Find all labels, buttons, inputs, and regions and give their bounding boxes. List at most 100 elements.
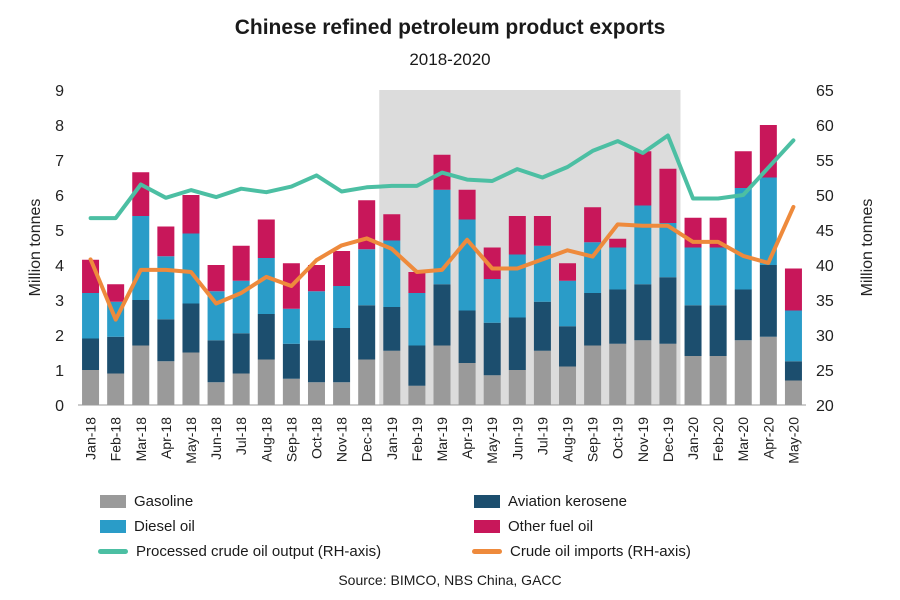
bar-other-fuel-oil-aug-18 xyxy=(257,219,275,258)
bar-aviation-kerosene-may-18 xyxy=(182,303,200,353)
bar-diesel-oil-sep-18 xyxy=(282,308,300,344)
bar-gasoline-dec-18 xyxy=(358,359,376,405)
x-tick-label: Feb-20 xyxy=(710,417,726,462)
y-tick-label-left: 3 xyxy=(55,293,64,310)
bar-aviation-kerosene-jul-18 xyxy=(232,333,250,374)
bar-diesel-oil-mar-20 xyxy=(734,188,752,290)
x-tick-label: Jul-18 xyxy=(233,417,249,455)
bar-gasoline-apr-19 xyxy=(458,363,476,405)
bar-aviation-kerosene-jun-19 xyxy=(508,317,526,370)
x-tick-label: May-20 xyxy=(785,417,801,464)
y-axis-title-left: Million tonnes xyxy=(27,199,44,297)
x-tick-label: Apr-18 xyxy=(158,417,174,459)
bar-diesel-oil-aug-18 xyxy=(257,258,275,314)
legend-label-other-fuel-oil: Other fuel oil xyxy=(508,518,594,535)
bar-gasoline-mar-19 xyxy=(433,345,451,405)
legend-other-fuel-oil: Other fuel oil xyxy=(474,518,593,535)
bar-gasoline-mar-18 xyxy=(132,345,150,405)
bar-diesel-oil-mar-18 xyxy=(132,216,150,300)
bar-aviation-kerosene-apr-20 xyxy=(759,265,777,337)
bar-aviation-kerosene-oct-18 xyxy=(307,340,325,383)
bar-gasoline-aug-18 xyxy=(257,359,275,405)
bar-aviation-kerosene-mar-18 xyxy=(132,300,150,346)
bar-gasoline-feb-19 xyxy=(408,385,426,405)
x-tick-label: Jul-19 xyxy=(534,417,550,455)
x-tick-label: Jan-20 xyxy=(685,417,701,460)
bar-other-fuel-oil-may-19 xyxy=(483,247,501,279)
bar-aviation-kerosene-oct-19 xyxy=(609,289,627,344)
bar-aviation-kerosene-sep-19 xyxy=(584,293,602,346)
x-tick-label: Apr-20 xyxy=(760,417,776,459)
x-tick-label: Jan-19 xyxy=(384,417,400,460)
x-tick-label: Aug-19 xyxy=(560,417,576,462)
bar-diesel-oil-nov-18 xyxy=(333,286,351,328)
bar-diesel-oil-aug-19 xyxy=(559,280,577,327)
bar-aviation-kerosene-feb-18 xyxy=(107,336,125,374)
bar-diesel-oil-dec-18 xyxy=(358,249,376,306)
bar-other-fuel-oil-may-18 xyxy=(182,195,200,234)
x-tick-label: Nov-19 xyxy=(635,417,651,462)
bar-gasoline-may-20 xyxy=(784,380,802,405)
y-tick-label-right: 40 xyxy=(816,258,834,275)
bar-aviation-kerosene-jan-20 xyxy=(684,305,702,356)
x-tick-label: Dec-19 xyxy=(660,417,676,462)
bar-diesel-oil-may-20 xyxy=(784,310,802,362)
bar-gasoline-jan-19 xyxy=(383,350,401,405)
x-tick-label: Feb-19 xyxy=(409,417,425,462)
bar-other-fuel-oil-jun-19 xyxy=(508,216,526,255)
bar-aviation-kerosene-feb-19 xyxy=(408,345,426,386)
bar-other-fuel-oil-mar-20 xyxy=(734,151,752,188)
bar-other-fuel-oil-apr-18 xyxy=(157,226,175,257)
legend-label-crude-imports: Crude oil imports (RH-axis) xyxy=(510,543,691,560)
bar-aviation-kerosene-dec-18 xyxy=(358,305,376,360)
bar-gasoline-apr-20 xyxy=(759,336,777,405)
bar-diesel-oil-jul-19 xyxy=(533,245,551,302)
bar-other-fuel-oil-nov-18 xyxy=(333,251,351,286)
bar-aviation-kerosene-feb-20 xyxy=(709,305,727,356)
bar-gasoline-may-19 xyxy=(483,375,501,405)
bar-gasoline-feb-20 xyxy=(709,356,727,405)
bar-gasoline-oct-19 xyxy=(609,343,627,405)
legend-diesel-oil: Diesel oil xyxy=(100,518,195,535)
y-tick-label-right: 55 xyxy=(816,153,834,170)
bar-diesel-oil-apr-20 xyxy=(759,177,777,265)
bar-other-fuel-oil-dec-18 xyxy=(358,200,376,250)
bar-aviation-kerosene-nov-19 xyxy=(634,284,652,341)
x-tick-label: Mar-20 xyxy=(735,417,751,462)
bar-other-fuel-oil-feb-18 xyxy=(107,284,125,302)
x-tick-label: Jun-19 xyxy=(509,417,525,460)
legend-label-diesel-oil: Diesel oil xyxy=(134,518,195,535)
bar-other-fuel-oil-mar-18 xyxy=(132,172,150,216)
x-tick-label: Aug-18 xyxy=(258,417,274,462)
y-tick-label-right: 50 xyxy=(816,188,834,205)
legend-swatch-other-fuel-oil xyxy=(474,520,500,533)
bar-gasoline-jan-18 xyxy=(82,370,100,405)
x-tick-label: May-19 xyxy=(484,417,500,464)
bar-aviation-kerosene-nov-18 xyxy=(333,328,351,383)
x-tick-label: Feb-18 xyxy=(108,417,124,462)
bar-gasoline-may-18 xyxy=(182,352,200,405)
bar-diesel-oil-dec-19 xyxy=(659,223,677,278)
x-tick-label: Oct-18 xyxy=(308,417,324,459)
bar-diesel-oil-jan-18 xyxy=(82,293,100,339)
bar-gasoline-dec-19 xyxy=(659,343,677,405)
y-tick-label-left: 9 xyxy=(55,83,64,100)
bar-other-fuel-oil-dec-19 xyxy=(659,168,677,223)
bar-gasoline-sep-19 xyxy=(584,345,602,405)
bar-diesel-oil-jun-19 xyxy=(508,254,526,318)
bar-aviation-kerosene-jun-18 xyxy=(207,340,225,383)
bar-aviation-kerosene-aug-19 xyxy=(559,326,577,367)
bar-gasoline-apr-18 xyxy=(157,361,175,405)
bar-other-fuel-oil-may-20 xyxy=(784,268,802,311)
bar-other-fuel-oil-oct-19 xyxy=(609,238,627,248)
y-tick-label-right: 30 xyxy=(816,328,834,345)
bar-aviation-kerosene-mar-20 xyxy=(734,289,752,341)
bar-gasoline-mar-20 xyxy=(734,340,752,405)
bar-other-fuel-oil-jan-19 xyxy=(383,214,401,241)
y-tick-label-right: 35 xyxy=(816,293,834,310)
x-tick-label: Jun-18 xyxy=(208,417,224,460)
shaded-period xyxy=(379,90,681,405)
legend-label-processed-crude: Processed crude oil output (RH-axis) xyxy=(136,543,382,560)
bar-diesel-oil-jan-19 xyxy=(383,240,401,307)
